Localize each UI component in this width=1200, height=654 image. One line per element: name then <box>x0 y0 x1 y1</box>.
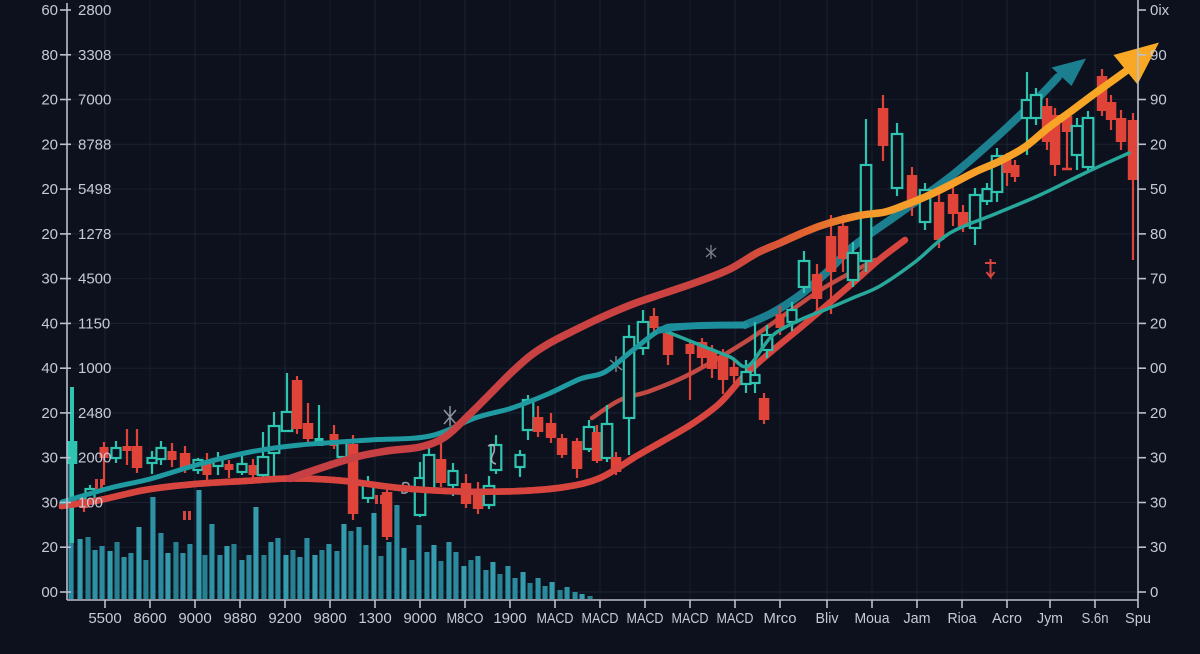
svg-text:7000: 7000 <box>78 92 111 109</box>
svg-text:90: 90 <box>1150 47 1167 64</box>
svg-text:20: 20 <box>1150 315 1167 332</box>
svg-text:20: 20 <box>41 226 58 243</box>
svg-text:60: 60 <box>41 2 58 19</box>
svg-text:9800: 9800 <box>313 610 346 627</box>
svg-text:20: 20 <box>1150 405 1167 422</box>
svg-text:Acro: Acro <box>992 610 1022 627</box>
svg-text:3308: 3308 <box>78 47 111 64</box>
svg-text:100: 100 <box>78 495 103 512</box>
svg-text:Moua: Moua <box>855 610 891 627</box>
svg-text:Mrco: Mrco <box>764 610 797 627</box>
svg-text:Jam: Jam <box>904 610 931 627</box>
svg-text:MACD: MACD <box>537 610 574 627</box>
svg-text:1000: 1000 <box>78 360 111 377</box>
svg-text:20: 20 <box>41 136 58 153</box>
svg-text:30: 30 <box>41 450 58 467</box>
svg-text:30: 30 <box>1150 495 1167 512</box>
svg-text:9200: 9200 <box>268 610 301 627</box>
svg-text:2480: 2480 <box>78 405 111 422</box>
svg-text:1278: 1278 <box>78 226 111 243</box>
svg-text:2800: 2800 <box>78 2 111 19</box>
svg-text:50: 50 <box>1150 181 1167 198</box>
svg-text:MACD: MACD <box>717 610 754 627</box>
svg-text:8788: 8788 <box>78 136 111 153</box>
svg-text:Spu: Spu <box>1125 610 1151 627</box>
svg-text:20: 20 <box>41 181 58 198</box>
svg-text:Bliv: Bliv <box>816 610 839 627</box>
svg-text:0ix: 0ix <box>1150 2 1170 19</box>
svg-text:00: 00 <box>1150 360 1167 377</box>
svg-text:5498: 5498 <box>78 181 111 198</box>
svg-text:M8CO: M8CO <box>447 610 484 627</box>
svg-text:9880: 9880 <box>223 610 256 627</box>
svg-text:30: 30 <box>1150 450 1167 467</box>
svg-text:20: 20 <box>1150 136 1167 153</box>
svg-text:MACD: MACD <box>672 610 709 627</box>
svg-text:30: 30 <box>41 495 58 512</box>
svg-text:1900: 1900 <box>493 610 526 627</box>
svg-text:4500: 4500 <box>78 271 111 288</box>
svg-text:30: 30 <box>1150 539 1167 556</box>
svg-text:20: 20 <box>41 539 58 556</box>
svg-text:80: 80 <box>1150 226 1167 243</box>
svg-text:MACD: MACD <box>627 610 664 627</box>
svg-text:80: 80 <box>41 47 58 64</box>
svg-text:2000: 2000 <box>78 450 111 467</box>
svg-text:30: 30 <box>41 271 58 288</box>
svg-text:Jym: Jym <box>1037 610 1063 627</box>
svg-text:9000: 9000 <box>403 610 436 627</box>
svg-text:70: 70 <box>1150 271 1167 288</box>
svg-text:Rioa: Rioa <box>948 610 978 627</box>
svg-text:MACD: MACD <box>582 610 619 627</box>
svg-text:1300: 1300 <box>358 610 391 627</box>
svg-text:S.6n: S.6n <box>1082 610 1109 627</box>
svg-text:9000: 9000 <box>178 610 211 627</box>
svg-text:0: 0 <box>1150 584 1158 601</box>
svg-text:40: 40 <box>41 315 58 332</box>
svg-text:40: 40 <box>41 360 58 377</box>
svg-text:90: 90 <box>1150 92 1167 109</box>
svg-text:1150: 1150 <box>78 315 110 332</box>
svg-text:00: 00 <box>41 584 58 601</box>
svg-text:20: 20 <box>41 405 58 422</box>
svg-text:5500: 5500 <box>88 610 121 627</box>
svg-text:20: 20 <box>41 92 58 109</box>
svg-text:8600: 8600 <box>133 610 166 627</box>
